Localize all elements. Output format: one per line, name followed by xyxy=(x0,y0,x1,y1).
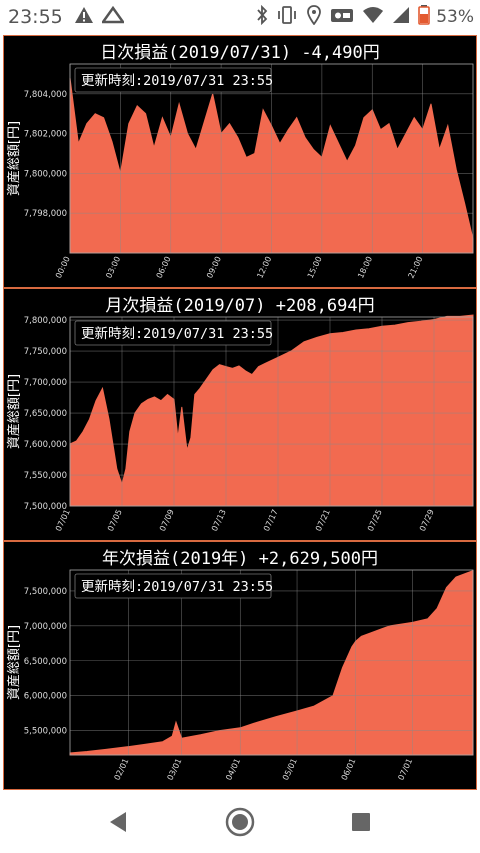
updated-time-box xyxy=(74,67,272,93)
x-tick-label: 02/01 xyxy=(113,757,131,782)
y-tick-label: 7,550,000 xyxy=(24,471,67,481)
x-tick-label: 07/29 xyxy=(418,508,436,533)
yearly-pl-chart: 5,500,000 6,000,000 6,500,000 7,000,000 7,50… xyxy=(3,541,477,790)
x-tick-label: 07/17 xyxy=(262,508,280,533)
back-button[interactable] xyxy=(102,806,134,838)
x-tick-label: 07/01 xyxy=(396,757,414,782)
updated-time-text: 更新時刻:2019/07/31 23:55 xyxy=(81,73,273,89)
bluetooth-icon xyxy=(256,4,268,29)
monthly-pl-chart: 7,500,000 7,550,000 7,600,000 7,650,000 7,70… xyxy=(3,288,477,541)
x-tick-label: 05/01 xyxy=(281,757,299,782)
axis-frame xyxy=(69,569,474,756)
daily-pl-title: 日次損益(2019/07/31) -4,490円 xyxy=(100,43,380,63)
y-axis-label: 資産総額[円] xyxy=(6,625,22,700)
vibrate-icon xyxy=(276,5,298,29)
navigation-bar xyxy=(0,790,480,853)
battery-icon xyxy=(418,5,430,29)
x-tick-label: 06/01 xyxy=(340,757,358,782)
axis-frame xyxy=(69,316,474,507)
status-time: 23:55 xyxy=(8,6,63,28)
battery-percent: 53% xyxy=(436,7,474,27)
series-area xyxy=(69,314,474,507)
warning-icon xyxy=(74,6,94,28)
x-tick-label: 12:00 xyxy=(255,255,273,280)
x-tick-label: 00:00 xyxy=(54,255,72,280)
updated-time-text: 更新時刻:2019/07/31 23:55 xyxy=(81,326,273,342)
signal-icon xyxy=(392,6,410,28)
x-tick-label: 07/09 xyxy=(158,508,176,533)
x-tick-label: 03/01 xyxy=(166,757,184,782)
x-tick-label: 21:00 xyxy=(407,255,425,280)
axis-frame xyxy=(69,63,474,254)
x-tick-label: 07/05 xyxy=(106,508,124,533)
updated-time-text: 更新時刻:2019/07/31 23:55 xyxy=(81,579,273,595)
y-tick-label: 7,804,000 xyxy=(24,90,67,100)
y-tick-label: 7,802,000 xyxy=(24,130,67,140)
series-area xyxy=(69,569,474,756)
vpn-icon xyxy=(330,5,354,29)
x-tick-label: 07/21 xyxy=(314,508,332,533)
x-tick-label: 09:00 xyxy=(205,255,223,280)
chart-canvas: 7,798,000 7,800,000 7,802,000 7,804,000 00:0… xyxy=(6,63,474,280)
y-tick-label: 6,500,000 xyxy=(24,657,67,667)
x-tick-label: 15:00 xyxy=(306,255,324,280)
updated-time-box xyxy=(74,573,272,599)
y-tick-label: 7,500,000 xyxy=(24,502,67,512)
wifi-icon xyxy=(362,6,384,28)
daily-pl-chart: 7,798,000 7,800,000 7,802,000 7,804,000 00:0… xyxy=(3,35,477,288)
chart-canvas: 7,500,000 7,550,000 7,600,000 7,650,000 7,70… xyxy=(6,314,474,533)
y-tick-label: 6,000,000 xyxy=(24,692,67,702)
home-button[interactable] xyxy=(224,806,256,838)
y-tick-label: 7,750,000 xyxy=(24,347,67,357)
y-tick-label: 5,500,000 xyxy=(24,727,67,737)
y-tick-label: 7,700,000 xyxy=(24,378,67,388)
back-icon xyxy=(110,812,126,832)
recents-button[interactable] xyxy=(345,806,377,838)
x-tick-label: 06:00 xyxy=(155,255,173,280)
y-axis-label: 資産総額[円] xyxy=(6,121,22,196)
status-bar: 23:55 53% xyxy=(0,0,480,34)
chart-canvas: 5,500,000 6,000,000 6,500,000 7,000,000 7,50… xyxy=(6,569,474,782)
y-tick-label: 7,000,000 xyxy=(24,622,67,632)
location-icon xyxy=(306,5,322,29)
x-tick-label: 07/13 xyxy=(210,508,228,533)
status-right-icons xyxy=(256,4,430,29)
x-tick-label: 07/25 xyxy=(366,508,384,533)
status-left-icons xyxy=(74,5,126,28)
x-tick-label: 03:00 xyxy=(104,255,122,280)
y-tick-label: 7,650,000 xyxy=(24,409,67,419)
recents-icon xyxy=(352,813,370,831)
y-tick-label: 7,500,000 xyxy=(24,587,67,597)
x-tick-label: 04/01 xyxy=(224,757,242,782)
y-axis-label: 資産総額[円] xyxy=(6,374,22,449)
updated-time-box xyxy=(74,320,272,346)
monthly-pl-title: 月次損益(2019/07) +208,694円 xyxy=(105,296,375,316)
y-tick-label: 7,800,000 xyxy=(24,316,67,326)
mountain-icon xyxy=(100,5,126,28)
y-tick-label: 7,600,000 xyxy=(24,440,67,450)
yearly-pl-title: 年次損益(2019年) +2,629,500円 xyxy=(102,549,378,569)
home-icon xyxy=(225,807,255,837)
y-tick-label: 7,800,000 xyxy=(24,169,67,179)
y-tick-label: 7,798,000 xyxy=(24,209,67,219)
x-tick-label: 18:00 xyxy=(356,255,374,280)
